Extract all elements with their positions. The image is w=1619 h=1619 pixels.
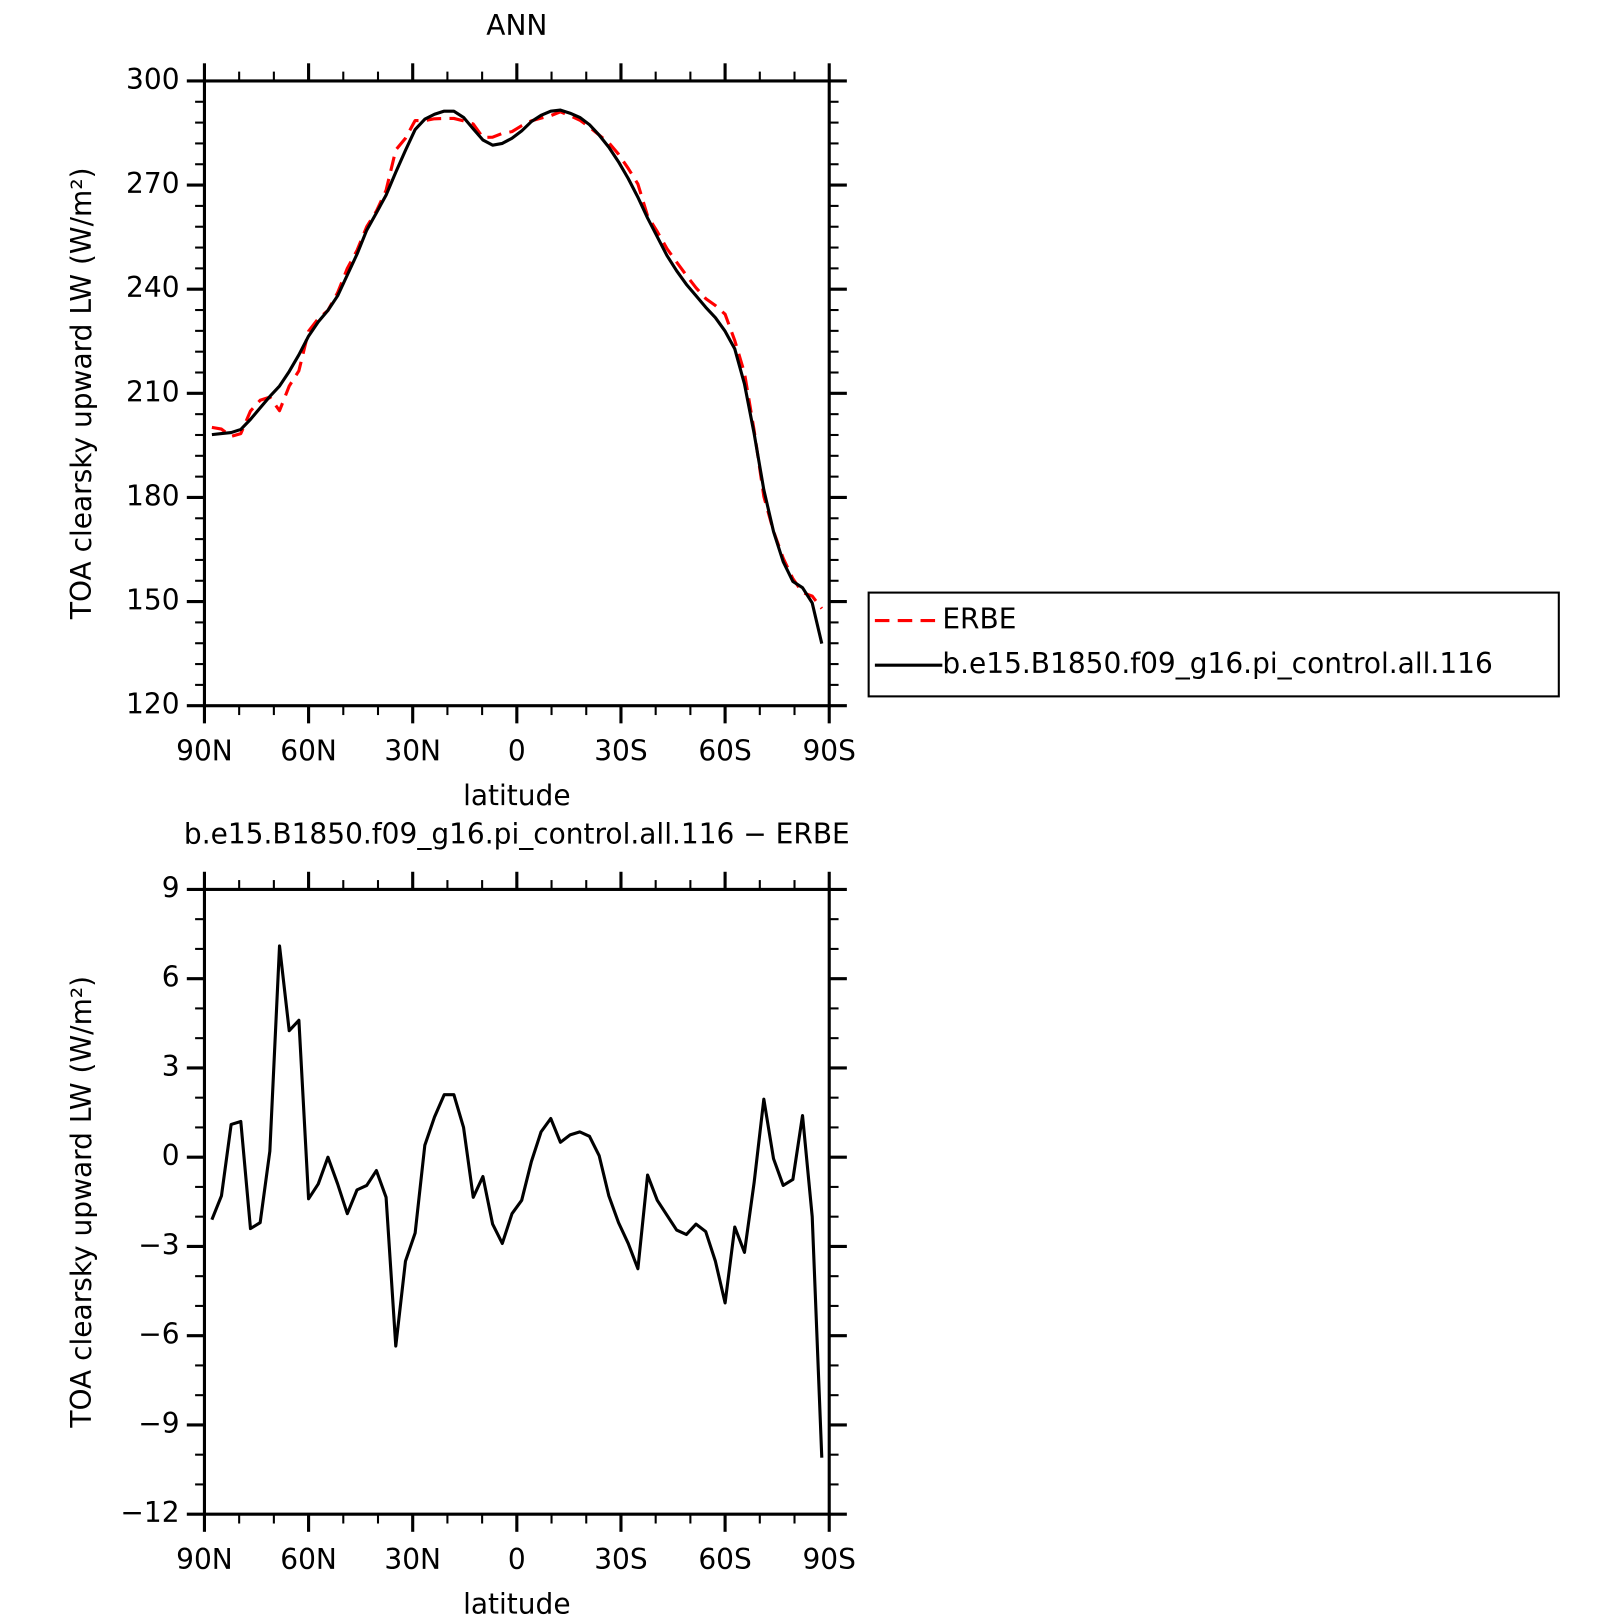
- y-tick-label: 0: [162, 1139, 180, 1172]
- y-tick-label: 9: [162, 871, 180, 904]
- x-tick-label: 90N: [176, 1543, 233, 1576]
- y-tick-label: 120: [126, 688, 179, 721]
- plot-frame: [202, 79, 831, 708]
- y-tick-label: −3: [138, 1228, 179, 1261]
- y-axis-label: TOA clearsky upward LW (W/m²): [65, 168, 98, 621]
- y-tick-label: 150: [126, 584, 179, 617]
- legend-label: ERBE: [942, 603, 1016, 636]
- x-axis-label: latitude: [463, 1588, 570, 1619]
- y-tick-label: −6: [138, 1318, 179, 1351]
- x-tick-label: 60N: [280, 1543, 337, 1576]
- y-tick-label: 300: [126, 63, 179, 96]
- x-tick-label: 60N: [280, 734, 337, 767]
- y-tick-label: 3: [162, 1050, 180, 1083]
- x-tick-label: 0: [508, 1543, 526, 1576]
- legend-label: b.e15.B1850.f09_g16.pi_control.all.116: [942, 647, 1492, 680]
- y-tick-label: 6: [162, 961, 180, 994]
- chart-title: b.e15.B1850.f09_g16.pi_control.all.116 −…: [184, 817, 850, 850]
- data-line: [211, 110, 824, 610]
- y-tick-label: 240: [126, 271, 179, 304]
- y-tick-label: 270: [126, 167, 179, 200]
- y-tick-label: 210: [126, 375, 179, 408]
- x-tick-label: 30S: [594, 734, 647, 767]
- y-axis-label: TOA clearsky upward LW (W/m²): [65, 976, 98, 1429]
- data-line: [210, 944, 824, 1458]
- x-tick-label: 60S: [698, 734, 751, 767]
- x-axis-label: latitude: [463, 779, 570, 812]
- y-tick-label: −9: [138, 1407, 179, 1440]
- x-tick-label: 30N: [384, 1543, 441, 1576]
- x-tick-label: 30S: [594, 1543, 647, 1576]
- x-tick-label: 60S: [698, 1543, 751, 1576]
- y-tick-label: −12: [120, 1496, 179, 1529]
- data-line: [211, 108, 824, 644]
- x-tick-label: 90N: [176, 734, 233, 767]
- chart-title: ANN: [486, 9, 547, 42]
- x-tick-label: 0: [508, 734, 526, 767]
- x-tick-label: 90S: [802, 734, 855, 767]
- x-tick-label: 30N: [384, 734, 441, 767]
- legend-box: [867, 591, 1560, 698]
- y-tick-label: 180: [126, 479, 179, 512]
- x-tick-label: 90S: [802, 1543, 855, 1576]
- plot-frame: [202, 887, 831, 1516]
